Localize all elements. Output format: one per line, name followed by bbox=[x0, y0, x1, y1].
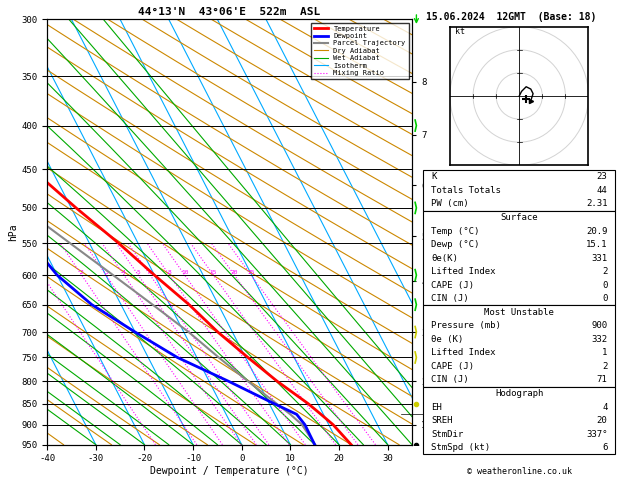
Text: 5: 5 bbox=[136, 270, 140, 275]
Text: 900: 900 bbox=[591, 321, 608, 330]
Text: kt: kt bbox=[455, 27, 465, 35]
Text: Totals Totals: Totals Totals bbox=[431, 186, 501, 195]
Text: Pressure (mb): Pressure (mb) bbox=[431, 321, 501, 330]
Text: EH: EH bbox=[431, 402, 442, 412]
Y-axis label: hPa: hPa bbox=[9, 223, 18, 241]
Text: 2: 2 bbox=[602, 362, 608, 371]
Text: 0: 0 bbox=[602, 294, 608, 303]
Text: Hodograph: Hodograph bbox=[495, 389, 543, 398]
Text: CAPE (J): CAPE (J) bbox=[431, 281, 474, 290]
Text: Most Unstable: Most Unstable bbox=[484, 308, 554, 317]
Text: 20: 20 bbox=[597, 416, 608, 425]
Text: Lifted Index: Lifted Index bbox=[431, 348, 496, 357]
Text: 20: 20 bbox=[231, 270, 238, 275]
Text: 337°: 337° bbox=[586, 430, 608, 438]
Bar bbox=[423, 170, 615, 211]
Text: 44: 44 bbox=[597, 186, 608, 195]
Text: PW (cm): PW (cm) bbox=[431, 199, 469, 208]
Bar bbox=[423, 211, 615, 306]
Text: θe(K): θe(K) bbox=[431, 254, 458, 262]
Text: 6: 6 bbox=[148, 270, 152, 275]
Text: θe (K): θe (K) bbox=[431, 335, 463, 344]
Text: Dewp (°C): Dewp (°C) bbox=[431, 240, 479, 249]
Text: CIN (J): CIN (J) bbox=[431, 294, 469, 303]
Text: © weatheronline.co.uk: © weatheronline.co.uk bbox=[467, 467, 572, 476]
Text: 332: 332 bbox=[591, 335, 608, 344]
Text: 4: 4 bbox=[602, 402, 608, 412]
Text: LCL: LCL bbox=[477, 410, 491, 419]
Bar bbox=[423, 387, 615, 454]
Bar bbox=[423, 306, 615, 387]
Text: SREH: SREH bbox=[431, 416, 452, 425]
Text: StmDir: StmDir bbox=[431, 430, 463, 438]
Text: Lifted Index: Lifted Index bbox=[431, 267, 496, 276]
Text: 71: 71 bbox=[597, 376, 608, 384]
Y-axis label: km
ASL: km ASL bbox=[431, 213, 445, 232]
Title: 44°13'N  43°06'E  522m  ASL: 44°13'N 43°06'E 522m ASL bbox=[138, 7, 321, 17]
Text: 25: 25 bbox=[247, 270, 255, 275]
Text: 2.31: 2.31 bbox=[586, 199, 608, 208]
Text: 331: 331 bbox=[591, 254, 608, 262]
Text: 8: 8 bbox=[167, 270, 171, 275]
Text: 20.9: 20.9 bbox=[586, 226, 608, 236]
Text: 15.1: 15.1 bbox=[586, 240, 608, 249]
Text: K: K bbox=[431, 173, 437, 181]
Text: 15.06.2024  12GMT  (Base: 18): 15.06.2024 12GMT (Base: 18) bbox=[426, 12, 597, 22]
Text: CIN (J): CIN (J) bbox=[431, 376, 469, 384]
Text: 15: 15 bbox=[209, 270, 217, 275]
Text: 10: 10 bbox=[181, 270, 189, 275]
Text: 2: 2 bbox=[602, 267, 608, 276]
Text: StmSpd (kt): StmSpd (kt) bbox=[431, 443, 490, 452]
Text: 2: 2 bbox=[80, 270, 84, 275]
Text: CAPE (J): CAPE (J) bbox=[431, 362, 474, 371]
Text: 4: 4 bbox=[122, 270, 126, 275]
Text: 6: 6 bbox=[602, 443, 608, 452]
Legend: Temperature, Dewpoint, Parcel Trajectory, Dry Adiabat, Wet Adiabat, Isotherm, Mi: Temperature, Dewpoint, Parcel Trajectory… bbox=[311, 23, 408, 79]
Text: 3: 3 bbox=[104, 270, 108, 275]
Text: 23: 23 bbox=[597, 173, 608, 181]
Text: Surface: Surface bbox=[501, 213, 538, 222]
X-axis label: Dewpoint / Temperature (°C): Dewpoint / Temperature (°C) bbox=[150, 466, 309, 476]
Text: Temp (°C): Temp (°C) bbox=[431, 226, 479, 236]
Text: 0: 0 bbox=[602, 281, 608, 290]
Text: 1: 1 bbox=[602, 348, 608, 357]
